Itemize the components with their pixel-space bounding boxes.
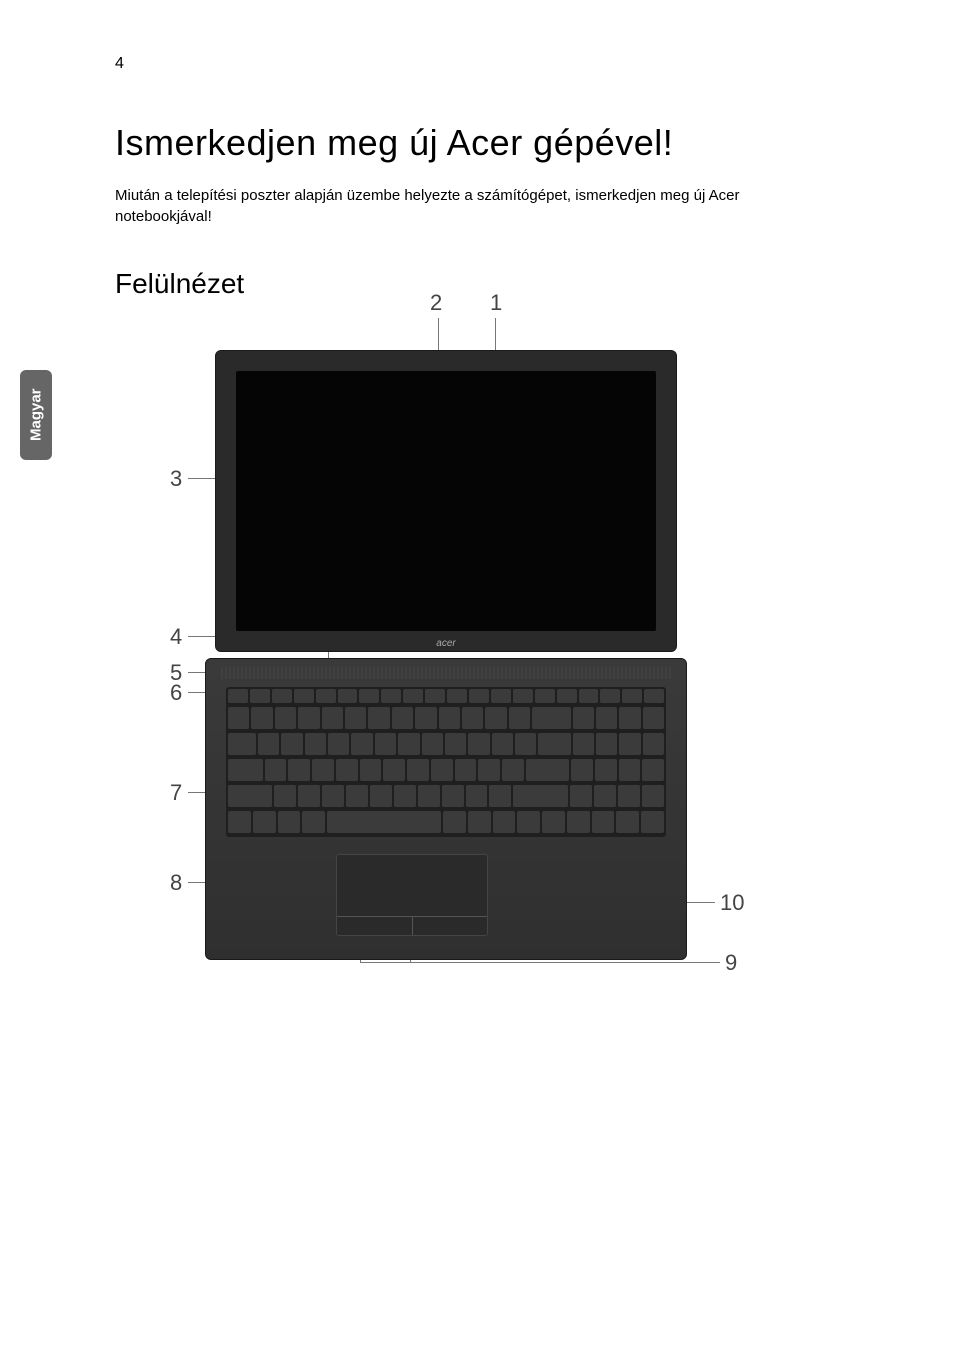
touchpad (336, 854, 488, 936)
language-tab: Magyar (20, 370, 52, 460)
callout-2: 2 (430, 290, 442, 316)
keyboard (226, 687, 666, 837)
callout-9: 9 (725, 950, 737, 976)
callout-7: 7 (170, 780, 182, 806)
document-page: Magyar 4 Ismerkedjen meg új Acer gépével… (0, 0, 954, 1369)
status-strip (221, 667, 671, 679)
callout-4: 4 (170, 624, 182, 650)
callout-3: 3 (170, 466, 182, 492)
laptop-diagram: 2 1 3 4 5 6 7 8 10 9 acer (150, 290, 890, 990)
callout-8: 8 (170, 870, 182, 896)
brand-logo: acer (216, 638, 676, 649)
callout-10: 10 (720, 890, 744, 916)
screen (236, 371, 656, 631)
intro-paragraph: Miután a telepítési poszter alapján üzem… (115, 185, 805, 227)
page-number: 4 (115, 55, 124, 73)
screen-bezel: acer (215, 350, 677, 652)
callout-6: 6 (170, 680, 182, 706)
main-title: Ismerkedjen meg új Acer gépével! (115, 122, 673, 164)
laptop-body: acer (215, 350, 675, 970)
keyboard-deck (205, 658, 687, 960)
callout-1: 1 (490, 290, 502, 316)
touchpad-buttons (337, 916, 487, 935)
